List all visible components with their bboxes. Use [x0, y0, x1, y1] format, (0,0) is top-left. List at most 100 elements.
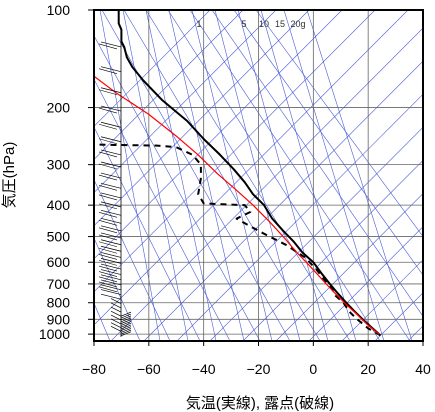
blue-line: [94, 10, 211, 127]
wind-barb: [98, 151, 118, 158]
blue-line: [145, 10, 217, 341]
wind-barb: [98, 219, 118, 226]
y-tick-label: 700: [47, 276, 71, 292]
blue-line: [211, 10, 423, 317]
series-group: [94, 10, 383, 338]
y-tick-label: 500: [47, 229, 71, 245]
blue-line: [233, 10, 423, 276]
wind-barb: [98, 123, 118, 130]
wind-barb: [120, 328, 132, 333]
wind-barb: [100, 258, 122, 264]
wind-barb: [98, 234, 118, 241]
wind-barb: [100, 209, 122, 216]
wind-barb: [98, 185, 118, 191]
wind-barb: [100, 121, 122, 128]
series-line: [117, 10, 380, 335]
x-tick-label: −20: [247, 361, 271, 377]
mixing-ratio-label: 20g: [290, 19, 305, 29]
blue-line: [407, 325, 423, 341]
blue-line: [260, 10, 357, 341]
blue-line: [283, 10, 385, 341]
wind-barbs: [98, 35, 132, 337]
blue-line: [189, 10, 411, 341]
blue-line: [94, 237, 141, 341]
y-tick-label: 900: [47, 311, 71, 327]
wind-barb: [98, 260, 118, 266]
wind-barb: [98, 43, 118, 50]
blue-line: [94, 10, 376, 293]
blue-line: [341, 259, 423, 341]
wind-barb: [98, 89, 118, 96]
mixing-ratio-label: 15: [275, 19, 285, 29]
wind-barb: [100, 217, 122, 224]
mixing-ratio-label: 5: [241, 19, 246, 29]
x-tick-label: 20: [360, 361, 376, 377]
wind-barb: [110, 318, 122, 325]
blue-line: [237, 10, 329, 341]
wind-barb: [110, 325, 122, 332]
blue-line: [110, 27, 423, 341]
wind-barb: [100, 136, 122, 143]
wind-barb: [98, 203, 118, 210]
wind-barb: [100, 225, 122, 232]
wind-barb: [98, 281, 118, 288]
wind-barb: [120, 321, 132, 326]
blue-line: [308, 226, 423, 341]
blue-line: [123, 10, 321, 341]
wind-barb: [100, 232, 122, 239]
wind-barb: [120, 313, 132, 319]
y-tick-label: 400: [47, 197, 71, 213]
wind-barb: [100, 279, 122, 286]
wind-barb: [98, 265, 118, 272]
wind-barb: [110, 322, 122, 328]
wind-barb: [100, 192, 122, 199]
wind-barb: [98, 107, 118, 114]
wind-barb: [98, 212, 118, 218]
mixing-ratio-label: 10: [259, 19, 269, 29]
x-tick-label: 0: [309, 361, 317, 377]
blue-line: [94, 10, 277, 193]
wind-barb: [98, 138, 118, 145]
wind-barb: [98, 254, 118, 260]
wind-barb: [120, 317, 132, 323]
blue-line: [176, 93, 423, 341]
wind-barb: [110, 314, 122, 321]
wind-barb: [100, 239, 122, 246]
blue-line: [167, 10, 381, 341]
wind-barb: [120, 322, 132, 328]
wind-barb: [120, 331, 132, 337]
blue-line: [143, 60, 423, 341]
y-tick-label: 800: [47, 295, 71, 311]
blue-line: [242, 160, 423, 341]
wind-barb: [110, 310, 122, 317]
wind-barb: [100, 284, 122, 291]
wind-barb: [100, 274, 122, 281]
y-tick-label: 300: [47, 157, 71, 173]
y-axis-label: 気圧(hPa): [1, 142, 18, 209]
wind-barb: [98, 174, 118, 181]
blue-line: [94, 78, 231, 341]
grid: [94, 9, 423, 341]
wind-barb: [120, 329, 132, 335]
blue-line: [99, 10, 161, 341]
wind-barb: [100, 252, 122, 258]
blue-line: [306, 10, 413, 341]
wind-barb: [120, 315, 132, 321]
wind-barb: [100, 161, 122, 168]
wind-barb: [120, 311, 132, 317]
mixing-ratio-label: 1: [196, 19, 201, 29]
wind-barb: [120, 319, 132, 324]
blue-line: [255, 10, 423, 238]
wind-barb: [100, 289, 122, 295]
x-tick-label: 40: [415, 361, 431, 377]
y-tick-label: 100: [47, 2, 71, 18]
wind-barb: [120, 326, 132, 332]
wind-barb: [100, 149, 122, 156]
wind-barb: [100, 269, 122, 275]
wind-barb: [100, 87, 122, 94]
mixing-ratio-labels: 1 5 10 15 20g: [196, 19, 305, 29]
blue-line: [94, 10, 244, 160]
wind-barb: [100, 66, 122, 73]
x-tick-label: −80: [82, 361, 106, 377]
